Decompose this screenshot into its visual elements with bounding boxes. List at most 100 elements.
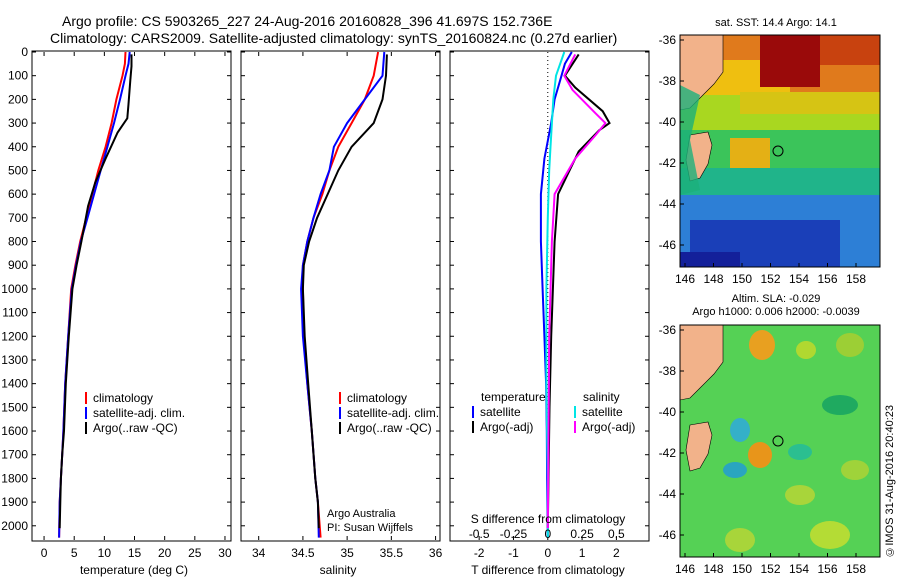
depth-tick-label: 1100 bbox=[2, 306, 28, 320]
difference-panel-frame bbox=[449, 50, 650, 542]
s-difference-xlabel: S difference from climatology bbox=[471, 512, 626, 526]
legend-argo-label: Argo(..raw -QC) bbox=[93, 421, 178, 435]
x-tick-label: 0.25 bbox=[570, 527, 594, 541]
x-tick-label: 34.5 bbox=[291, 546, 315, 560]
temperature-x-axis: 0 5 10 15 20 25 30 bbox=[41, 52, 232, 560]
series-line-argo-raw-qc- bbox=[301, 54, 388, 529]
s-difference-ticks: -0.5 -0.25 0 0.25 0.5 bbox=[469, 527, 625, 541]
sla-map-title1: Altim. SLA: -0.029 bbox=[732, 293, 821, 305]
difference-series bbox=[539, 51, 611, 538]
temperature-panel-frame bbox=[31, 50, 232, 542]
legend-salinity-title: salinity bbox=[583, 390, 620, 404]
x-tick-label: 10 bbox=[98, 546, 112, 560]
lon-tick-label: 152 bbox=[760, 562, 780, 576]
argo-location-marker bbox=[772, 145, 784, 157]
legend-satellite-label: satellite-adj. clim. bbox=[93, 406, 185, 420]
legend-temp-satellite-label: satellite bbox=[480, 405, 521, 419]
depth-tick-label: 1400 bbox=[1, 377, 28, 391]
header-line1: Argo profile: CS 5903265_227 24-Aug-2016… bbox=[62, 13, 552, 29]
lon-tick-label: 156 bbox=[817, 562, 837, 576]
x-tick-label: 0.5 bbox=[608, 527, 625, 541]
lon-tick-label: 158 bbox=[846, 272, 866, 286]
depth-tick-label: 400 bbox=[8, 140, 28, 154]
t-difference-xlabel: T difference from climatology bbox=[471, 563, 625, 577]
depth-tick-label: 100 bbox=[8, 69, 28, 83]
x-tick-label: 0 bbox=[41, 546, 48, 560]
sst-map-title: sat. SST: 14.4 Argo: 14.1 bbox=[715, 17, 837, 29]
depth-tick-label: 900 bbox=[8, 258, 28, 272]
depth-tick-label: 1500 bbox=[1, 400, 28, 414]
lon-tick-label: 148 bbox=[703, 562, 723, 576]
depth-tick-label: 0 bbox=[21, 45, 28, 59]
lon-tick-label: 158 bbox=[846, 562, 866, 576]
x-tick-label: 5 bbox=[71, 546, 78, 560]
legend-sal-satellite-label: satellite bbox=[582, 405, 623, 419]
series-line-argo-raw-qc- bbox=[58, 54, 133, 529]
legend-satellite-label: satellite-adj. clim. bbox=[347, 406, 439, 420]
depth-tick-label: 500 bbox=[8, 163, 28, 177]
depth-tick-label: 700 bbox=[8, 211, 28, 225]
series-line-satellite-adj-clim- bbox=[58, 51, 131, 538]
x-tick-label: 0 bbox=[544, 546, 551, 560]
depth-axis: 0 100 200 300 400 500 600 700 800 900 1000 1100 1200… bbox=[1, 45, 649, 533]
sla-map-axes: -36 -38 -40 -42 -44 -46 146 148 150 152 154 156 158 bbox=[659, 323, 867, 576]
x-tick-label: -0.5 bbox=[469, 527, 490, 541]
lon-tick-label: 156 bbox=[817, 272, 837, 286]
lon-tick-label: 148 bbox=[703, 272, 723, 286]
sla-map bbox=[680, 325, 880, 557]
x-tick-label: -0.25 bbox=[500, 527, 528, 541]
salinity-series bbox=[300, 51, 388, 538]
x-tick-label: 15 bbox=[128, 546, 142, 560]
difference-x-axis: -2 -1 0 1 2 bbox=[474, 536, 620, 560]
salinity-panel-frame bbox=[240, 50, 441, 542]
difference-legend: temperature satellite Argo(-adj) salinit… bbox=[472, 390, 635, 434]
lat-tick-label: -40 bbox=[659, 405, 677, 419]
lon-tick-label: 154 bbox=[789, 272, 809, 286]
depth-tick-label: 200 bbox=[8, 92, 28, 106]
lon-tick-label: 146 bbox=[675, 272, 695, 286]
depth-tick-label: 2000 bbox=[1, 519, 28, 533]
salinity-xlabel: salinity bbox=[320, 563, 357, 577]
x-tick-label: 0 bbox=[544, 527, 551, 541]
series-line-climatology bbox=[58, 51, 127, 538]
x-tick-label: -1 bbox=[508, 546, 519, 560]
lat-tick-label: -40 bbox=[659, 115, 677, 129]
lon-tick-label: 152 bbox=[760, 272, 780, 286]
depth-tick-label: 800 bbox=[8, 235, 28, 249]
credit-line2: PI: Susan Wijffels bbox=[327, 522, 413, 534]
credit-line1: Argo Australia bbox=[327, 508, 396, 520]
series-line-temperature-argo-adj- bbox=[546, 53, 611, 529]
header-line2: Climatology: CARS2009. Satellite-adjuste… bbox=[50, 30, 617, 46]
depth-tick-label: 1700 bbox=[1, 448, 28, 462]
depth-tick-label: 1300 bbox=[1, 353, 28, 367]
lat-tick-label: -38 bbox=[659, 74, 677, 88]
x-tick-label: 25 bbox=[188, 546, 202, 560]
lat-tick-label: -36 bbox=[659, 33, 677, 47]
lat-tick-label: -46 bbox=[659, 528, 677, 542]
lat-tick-label: -36 bbox=[659, 323, 677, 337]
legend-sal-argo-label: Argo(-adj) bbox=[582, 420, 635, 434]
depth-tick-label: 600 bbox=[8, 187, 28, 201]
sst-map bbox=[680, 35, 880, 267]
lat-tick-label: -44 bbox=[659, 487, 677, 501]
x-tick-label: 20 bbox=[158, 546, 172, 560]
depth-tick-label: 300 bbox=[8, 116, 28, 130]
x-tick-label: 35.5 bbox=[380, 546, 404, 560]
lon-tick-label: 154 bbox=[789, 562, 809, 576]
legend-temp-argo-label: Argo(-adj) bbox=[480, 420, 533, 434]
legend-argo-label: Argo(..raw -QC) bbox=[347, 421, 432, 435]
series-line-salinity-argo-adj- bbox=[546, 53, 607, 529]
depth-tick-label: 1600 bbox=[1, 424, 28, 438]
temperature-xlabel: temperature (deg C) bbox=[80, 563, 188, 577]
temperature-legend: climatology satellite-adj. clim. Argo(..… bbox=[85, 391, 185, 435]
lat-tick-label: -46 bbox=[659, 238, 677, 252]
legend-climatology-label: climatology bbox=[347, 391, 407, 405]
depth-tick-label: 1900 bbox=[1, 495, 28, 509]
x-tick-label: 36 bbox=[429, 546, 443, 560]
legend-temperature-title: temperature bbox=[481, 390, 546, 404]
x-tick-label: 1 bbox=[579, 546, 586, 560]
salinity-legend: climatology satellite-adj. clim. Argo(..… bbox=[339, 391, 439, 435]
x-tick-label: 35 bbox=[340, 546, 354, 560]
salinity-x-axis: 34 34.5 35 35.5 36 bbox=[252, 52, 443, 560]
